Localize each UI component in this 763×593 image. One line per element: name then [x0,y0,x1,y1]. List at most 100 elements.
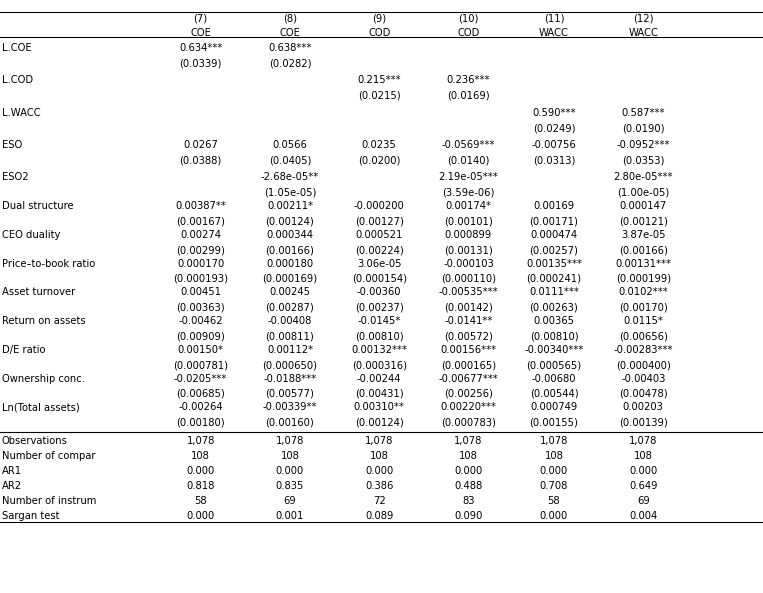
Text: -0.00244: -0.00244 [357,374,401,384]
Text: (0.00572): (0.00572) [444,331,493,342]
Text: (0.00256): (0.00256) [444,389,493,399]
Text: (0.000110): (0.000110) [441,274,496,284]
Text: (0.00171): (0.00171) [530,216,578,227]
Text: L.WACC: L.WACC [2,108,40,118]
Text: 0.000: 0.000 [186,466,215,476]
Text: 0.587***: 0.587*** [621,108,665,118]
Text: (0.00287): (0.00287) [266,302,314,313]
Text: Ln(Total assets): Ln(Total assets) [2,403,79,413]
Text: (0.00810): (0.00810) [530,331,578,342]
Text: 0.000: 0.000 [365,466,394,476]
Text: -0.00283***: -0.00283*** [613,345,673,355]
Text: (7): (7) [194,13,208,23]
Text: 0.0267: 0.0267 [183,140,218,150]
Text: (0.00155): (0.00155) [530,417,578,428]
Text: 0.000: 0.000 [629,466,658,476]
Text: 0.00451: 0.00451 [180,288,221,298]
Text: 1,078: 1,078 [275,436,304,446]
Text: 108: 108 [281,451,299,461]
Text: 0.000344: 0.000344 [266,230,314,240]
Text: 2.80e-05***: 2.80e-05*** [613,173,673,183]
Text: 1,078: 1,078 [629,436,658,446]
Text: 0.215***: 0.215*** [357,75,401,85]
Text: 108: 108 [370,451,388,461]
Text: 0.089: 0.089 [365,511,394,521]
Text: (11): (11) [544,13,564,23]
Text: 0.00131***: 0.00131*** [615,259,671,269]
Text: 0.00156***: 0.00156*** [440,345,497,355]
Text: 0.00203: 0.00203 [623,403,664,413]
Text: 0.000: 0.000 [275,466,304,476]
Text: (8): (8) [283,13,297,23]
Text: -0.0188***: -0.0188*** [263,374,317,384]
Text: 0.818: 0.818 [186,481,215,491]
Text: -0.00408: -0.00408 [268,316,312,326]
Text: 0.00150*: 0.00150* [178,345,224,355]
Text: 0.000521: 0.000521 [356,230,403,240]
Text: (0.000565): (0.000565) [526,360,581,370]
Text: 0.00220***: 0.00220*** [440,403,497,413]
Text: (0.000193): (0.000193) [173,274,228,284]
Text: (0.00142): (0.00142) [444,302,493,313]
Text: (0.000316): (0.000316) [352,360,407,370]
Text: (12): (12) [633,13,653,23]
Text: (0.00180): (0.00180) [176,417,225,428]
Text: (0.000165): (0.000165) [441,360,496,370]
Text: ESO2: ESO2 [2,173,28,183]
Text: -2.68e-05**: -2.68e-05** [261,173,319,183]
Text: Number of instrum: Number of instrum [2,496,96,506]
Text: (0.00263): (0.00263) [530,302,578,313]
Text: (0.00131): (0.00131) [444,245,493,255]
Text: -0.00403: -0.00403 [621,374,665,384]
Text: -0.00340***: -0.00340*** [524,345,584,355]
Text: (0.00170): (0.00170) [619,302,668,313]
Text: 69: 69 [284,496,296,506]
Text: 2.19e-05***: 2.19e-05*** [439,173,498,183]
Text: (0.00124): (0.00124) [355,417,404,428]
Text: (0.0249): (0.0249) [533,123,575,133]
Text: (0.0405): (0.0405) [269,155,311,165]
Text: 1,078: 1,078 [454,436,483,446]
Text: (0.000199): (0.000199) [616,274,671,284]
Text: 0.0115*: 0.0115* [623,316,663,326]
Text: 1,078: 1,078 [186,436,215,446]
Text: ESO: ESO [2,140,22,150]
Text: 0.634***: 0.634*** [179,43,222,53]
Text: (0.0282): (0.0282) [269,58,311,68]
Text: (0.00811): (0.00811) [266,331,314,342]
Text: Price–to-book ratio: Price–to-book ratio [2,259,95,269]
Text: 0.090: 0.090 [454,511,483,521]
Text: 108: 108 [192,451,210,461]
Text: 108: 108 [459,451,478,461]
Text: COE: COE [279,28,301,39]
Text: (0.000169): (0.000169) [262,274,317,284]
Text: Sargan test: Sargan test [2,511,59,521]
Text: 0.000749: 0.000749 [530,403,578,413]
Text: 0.488: 0.488 [454,481,483,491]
Text: (0.000400): (0.000400) [616,360,671,370]
Text: COE: COE [190,28,211,39]
Text: -0.0205***: -0.0205*** [174,374,227,384]
Text: (0.000781): (0.000781) [173,360,228,370]
Text: AR1: AR1 [2,466,21,476]
Text: L.COD: L.COD [2,75,33,85]
Text: -0.00756: -0.00756 [532,140,576,150]
Text: 0.000: 0.000 [454,466,483,476]
Text: (0.0190): (0.0190) [622,123,665,133]
Text: 108: 108 [545,451,563,461]
Text: (9): (9) [372,13,386,23]
Text: 0.00211*: 0.00211* [267,201,313,211]
Text: (0.0200): (0.0200) [358,155,401,165]
Text: (0.00127): (0.00127) [355,216,404,227]
Text: -0.0145*: -0.0145* [358,316,401,326]
Text: 108: 108 [634,451,652,461]
Text: (0.0353): (0.0353) [622,155,665,165]
Text: 0.649: 0.649 [629,481,658,491]
Text: 0.708: 0.708 [539,481,568,491]
Text: 0.000: 0.000 [539,466,568,476]
Text: -0.00680: -0.00680 [532,374,576,384]
Text: (0.00237): (0.00237) [355,302,404,313]
Text: (10): (10) [459,13,478,23]
Text: (0.00121): (0.00121) [619,216,668,227]
Text: (0.00101): (0.00101) [444,216,493,227]
